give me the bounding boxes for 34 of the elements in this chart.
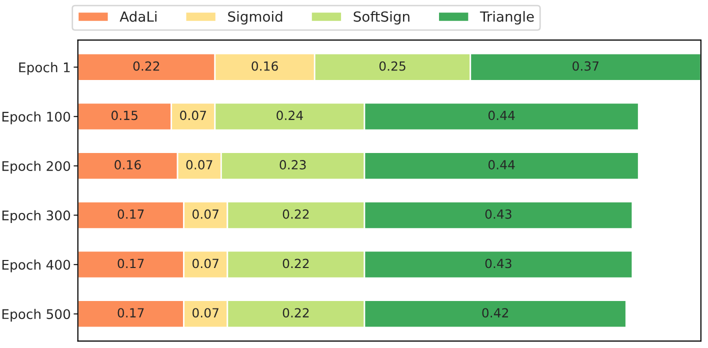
y-tick-label: Epoch 200: [2, 160, 70, 174]
data-label: 0.07: [192, 258, 218, 268]
data-label: 0.17: [118, 209, 144, 219]
legend-label: SoftSign: [354, 11, 410, 25]
data-label: 0.23: [280, 160, 306, 170]
legend-label: Sigmoid: [228, 11, 282, 25]
y-tick-label: Epoch 300: [2, 210, 70, 223]
data-label: 0.22: [282, 308, 309, 318]
data-label: 0.44: [488, 110, 515, 120]
data-label: 0.07: [180, 110, 206, 120]
data-label: 0.43: [485, 258, 512, 268]
data-label: 0.25: [379, 61, 406, 71]
data-label: 0.24: [276, 110, 303, 120]
data-label: 0.15: [112, 110, 138, 120]
y-tick-label: Epoch 500: [2, 308, 70, 322]
y-tick-label: Epoch 100: [2, 111, 70, 124]
data-label: 0.07: [192, 209, 218, 219]
data-label: 0.07: [186, 160, 212, 170]
data-label: 0.22: [282, 209, 309, 219]
legend-label: Triangle: [480, 11, 534, 25]
data-label: 0.17: [118, 308, 144, 318]
data-label: 0.16: [252, 61, 278, 71]
y-tick-label: Epoch 1: [19, 62, 70, 75]
data-label: 0.44: [488, 160, 515, 170]
y-tick-label: Epoch 400: [2, 260, 70, 272]
data-label: 0.37: [572, 61, 599, 71]
data-label: 0.16: [114, 160, 141, 170]
data-label: 0.43: [485, 209, 512, 219]
data-label: 0.07: [192, 308, 218, 318]
data-label: 0.17: [118, 258, 144, 268]
data-label: 0.22: [282, 258, 309, 268]
data-label: 0.22: [133, 61, 160, 71]
data-label: 0.42: [482, 308, 508, 318]
legend-label: AdaLi: [120, 11, 156, 22]
